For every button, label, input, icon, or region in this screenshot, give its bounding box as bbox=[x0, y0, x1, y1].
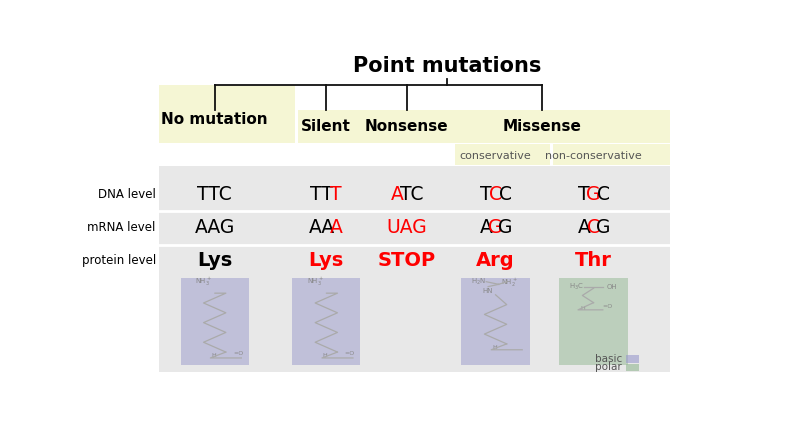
Text: TTC: TTC bbox=[198, 185, 232, 204]
Text: Thr: Thr bbox=[575, 251, 612, 270]
Text: A: A bbox=[391, 185, 404, 204]
Text: HN: HN bbox=[483, 288, 494, 294]
Bar bbox=[462, 278, 530, 365]
Bar bbox=[159, 166, 670, 372]
Text: Nonsense: Nonsense bbox=[365, 119, 449, 134]
Bar bbox=[298, 110, 670, 143]
Text: H: H bbox=[211, 354, 216, 359]
Text: polar: polar bbox=[595, 363, 622, 372]
Text: TT: TT bbox=[310, 185, 333, 204]
Bar bbox=[626, 355, 639, 363]
Bar bbox=[292, 278, 360, 365]
Text: Silent: Silent bbox=[302, 119, 351, 134]
Text: basic: basic bbox=[594, 354, 622, 364]
Text: protein level: protein level bbox=[82, 254, 156, 267]
Text: NH$_3^+$: NH$_3^+$ bbox=[195, 276, 212, 288]
Text: H: H bbox=[580, 306, 585, 311]
Text: C: C bbox=[489, 185, 502, 204]
Text: TC: TC bbox=[400, 185, 423, 204]
Text: =O: =O bbox=[602, 304, 612, 309]
Text: conservative: conservative bbox=[460, 151, 531, 162]
Text: A: A bbox=[578, 218, 590, 237]
Text: A: A bbox=[330, 218, 342, 237]
Text: H$_3$C: H$_3$C bbox=[569, 281, 584, 292]
Text: =O: =O bbox=[233, 351, 243, 356]
Text: G: G bbox=[498, 218, 513, 237]
Text: C: C bbox=[587, 218, 600, 237]
Text: G: G bbox=[596, 218, 610, 237]
Text: G: G bbox=[586, 185, 601, 204]
Text: =O: =O bbox=[345, 351, 355, 356]
Bar bbox=[559, 278, 628, 365]
Text: C: C bbox=[498, 185, 512, 204]
Text: Lys: Lys bbox=[309, 251, 344, 270]
Bar bbox=[626, 364, 639, 371]
Text: A: A bbox=[479, 218, 492, 237]
Bar bbox=[181, 278, 249, 365]
Text: UAG: UAG bbox=[386, 218, 427, 237]
Text: H: H bbox=[492, 346, 497, 350]
Text: H$_2$N: H$_2$N bbox=[470, 277, 486, 287]
Text: Lys: Lys bbox=[197, 251, 232, 270]
Text: G: G bbox=[488, 218, 503, 237]
Bar bbox=[159, 85, 295, 143]
Text: Point mutations: Point mutations bbox=[353, 56, 542, 76]
Text: NH$_3^+$: NH$_3^+$ bbox=[306, 276, 324, 288]
Text: C: C bbox=[597, 185, 610, 204]
Text: H: H bbox=[322, 354, 327, 359]
Text: DNA level: DNA level bbox=[98, 189, 156, 201]
Text: non-conservative: non-conservative bbox=[545, 151, 642, 162]
Bar bbox=[553, 144, 670, 165]
Text: No mutation: No mutation bbox=[162, 112, 268, 127]
Text: STOP: STOP bbox=[378, 251, 436, 270]
Text: T: T bbox=[578, 185, 590, 204]
Text: T: T bbox=[480, 185, 492, 204]
Text: Arg: Arg bbox=[476, 251, 515, 270]
Text: Missense: Missense bbox=[502, 119, 582, 134]
Text: NH$_2^+$: NH$_2^+$ bbox=[501, 276, 518, 289]
Text: OH: OH bbox=[607, 283, 618, 289]
Text: mRNA level: mRNA level bbox=[87, 221, 156, 234]
Text: T: T bbox=[330, 185, 342, 204]
Text: AA: AA bbox=[308, 218, 334, 237]
Bar bbox=[455, 144, 550, 165]
Text: AAG: AAG bbox=[194, 218, 235, 237]
